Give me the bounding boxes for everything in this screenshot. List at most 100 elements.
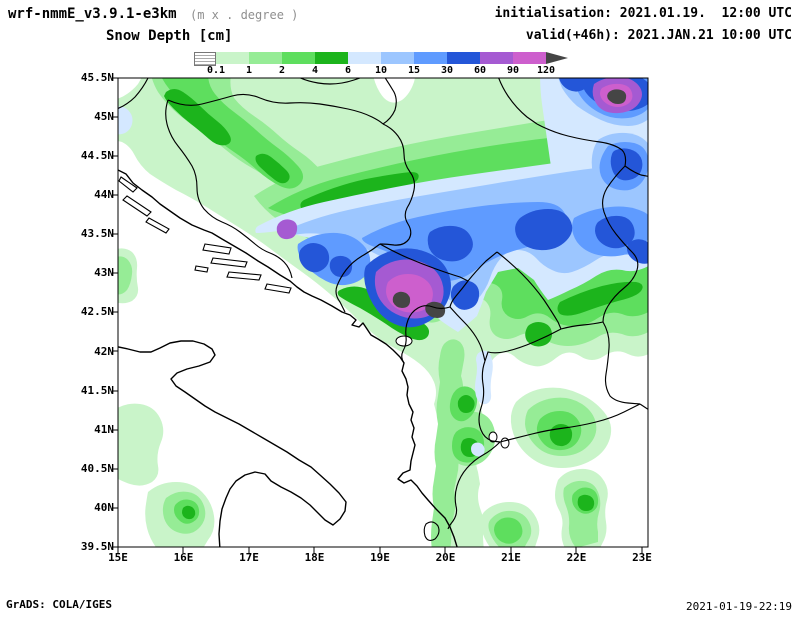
contour-1cm-left-edge	[118, 256, 133, 295]
lake-skadar	[395, 335, 413, 347]
contour-4cm-nw2	[255, 153, 290, 184]
lon-label: 20E	[435, 551, 456, 564]
lon-label: 19E	[370, 551, 390, 564]
legend-level-label: 10	[374, 65, 388, 76]
lat-label: 39.5N	[80, 539, 114, 553]
lat-label: 45N	[94, 110, 114, 124]
legend-color-cell	[315, 52, 348, 64]
model-title: wrf-nmmE_v3.9.1-e3km	[8, 6, 177, 22]
border-croatia-serbia	[382, 78, 397, 125]
border-kosovo-serbia-east	[496, 251, 562, 330]
contour-0p1cm-italy-north	[118, 403, 164, 486]
island-mljet	[264, 283, 292, 294]
contour-6cm-tongue-dot	[471, 442, 485, 457]
lon-label: 21E	[501, 551, 521, 564]
border-serbia-romania-north	[498, 78, 538, 125]
legend-level-label: 90	[506, 65, 520, 76]
legend-level-label: 120	[536, 65, 556, 76]
contour-2cm-bottom-center	[494, 517, 523, 544]
border-kosovo-macedonia	[484, 328, 562, 362]
island-pag	[118, 176, 138, 193]
legend-color-cell	[381, 52, 414, 64]
island-kornati	[145, 217, 170, 234]
contour-6cm-left-dot	[118, 106, 133, 135]
border-kosovo-albania	[449, 306, 486, 362]
border-sava-bosnia-north	[167, 93, 384, 125]
border-hungary-croatia	[299, 78, 362, 85]
border-bosnia-montenegro	[335, 243, 381, 313]
lon-label: 18E	[304, 551, 325, 564]
lat-label: 43.5N	[80, 227, 114, 241]
island-corfu	[423, 521, 440, 542]
contour-30cm-bosnia2	[329, 255, 353, 278]
border-danube-serbia-romania	[536, 123, 627, 167]
contour-4cm-tongue-n	[457, 395, 475, 413]
lon-axis-ticks	[117, 547, 643, 553]
lat-label: 40N	[94, 500, 114, 514]
coastline-east-adriatic	[118, 169, 458, 547]
contour-6cm-sar-dash	[475, 350, 493, 405]
legend-below-min-cell	[194, 52, 216, 66]
border-serbia-montenegro	[379, 243, 469, 282]
contour-4cm-nw1	[164, 89, 231, 146]
legend-level-label: 4	[311, 65, 319, 76]
contour-30cm-bosnia1	[299, 243, 330, 273]
lon-label: 16E	[173, 551, 194, 564]
lat-label: 43N	[94, 266, 114, 280]
legend-color-cell	[480, 52, 513, 64]
border-kosovo-serbia-north	[467, 251, 498, 282]
legend-level-label: 1	[245, 65, 253, 76]
coastline-italy	[118, 340, 347, 547]
legend-level-label: 15	[407, 65, 421, 76]
island-dugi-otok	[122, 195, 152, 217]
border-croatia-bosnia-west	[165, 99, 293, 279]
lon-label: 15E	[108, 551, 128, 564]
legend-level-label: 30	[440, 65, 454, 76]
border-macedonia-bulgaria	[602, 321, 641, 405]
lon-label: 22E	[566, 551, 587, 564]
grads-credit: GrADS: COLA/IGES	[6, 598, 112, 611]
lat-label: 42N	[94, 344, 114, 358]
border-albania-greece	[447, 441, 501, 530]
legend-level-label: 6	[344, 65, 352, 76]
contour-30cm-serbia-w	[515, 209, 573, 251]
contour-60cm-bosnia-dot	[276, 219, 298, 240]
field-title: Snow Depth [cm]	[106, 28, 233, 44]
island-vis	[194, 265, 209, 273]
contour-120cm-carpathian	[607, 89, 627, 104]
legend-level-label: 60	[473, 65, 487, 76]
border-albania-macedonia	[478, 360, 501, 443]
lat-label: 41N	[94, 422, 114, 436]
lat-label: 45.5N	[80, 71, 114, 84]
legend-color-cell	[348, 52, 381, 64]
border-montenegro-kosovo	[449, 280, 469, 308]
grid-resolution-note: (m x . degree )	[190, 8, 299, 22]
lat-label: 44N	[94, 188, 114, 202]
init-time-label: initialisation: 2021.01.19. 12:00 UTC	[494, 6, 792, 21]
border-drina-bosnia-serbia	[379, 123, 416, 246]
legend-colorbar	[216, 52, 568, 64]
lon-label: 23E	[632, 551, 652, 564]
legend-color-cell	[249, 52, 282, 64]
border-danube-romania-bulgaria	[624, 165, 648, 177]
lon-label: 17E	[239, 551, 259, 564]
legend-color-cell	[447, 52, 480, 64]
lat-label: 44.5N	[80, 149, 114, 163]
border-montenegro-albania	[401, 305, 451, 364]
lat-label: 40.5N	[80, 461, 114, 475]
legend-level-label: 2	[278, 65, 286, 76]
island-korcula	[226, 271, 262, 281]
legend-color-cell	[414, 52, 447, 64]
island-hvar	[210, 257, 248, 268]
contour-4cm-kosovo-south	[525, 322, 552, 347]
legend-level-label: 0.1	[206, 65, 226, 76]
contour-30cm-ne1	[427, 225, 473, 262]
contour-4cm-bottom-right	[577, 494, 595, 511]
border-macedonia-greece	[499, 403, 641, 443]
island-brac	[202, 243, 232, 255]
lat-label: 42.5N	[80, 305, 114, 319]
legend-color-cell	[216, 52, 249, 64]
lat-label: 41.5N	[80, 383, 114, 397]
